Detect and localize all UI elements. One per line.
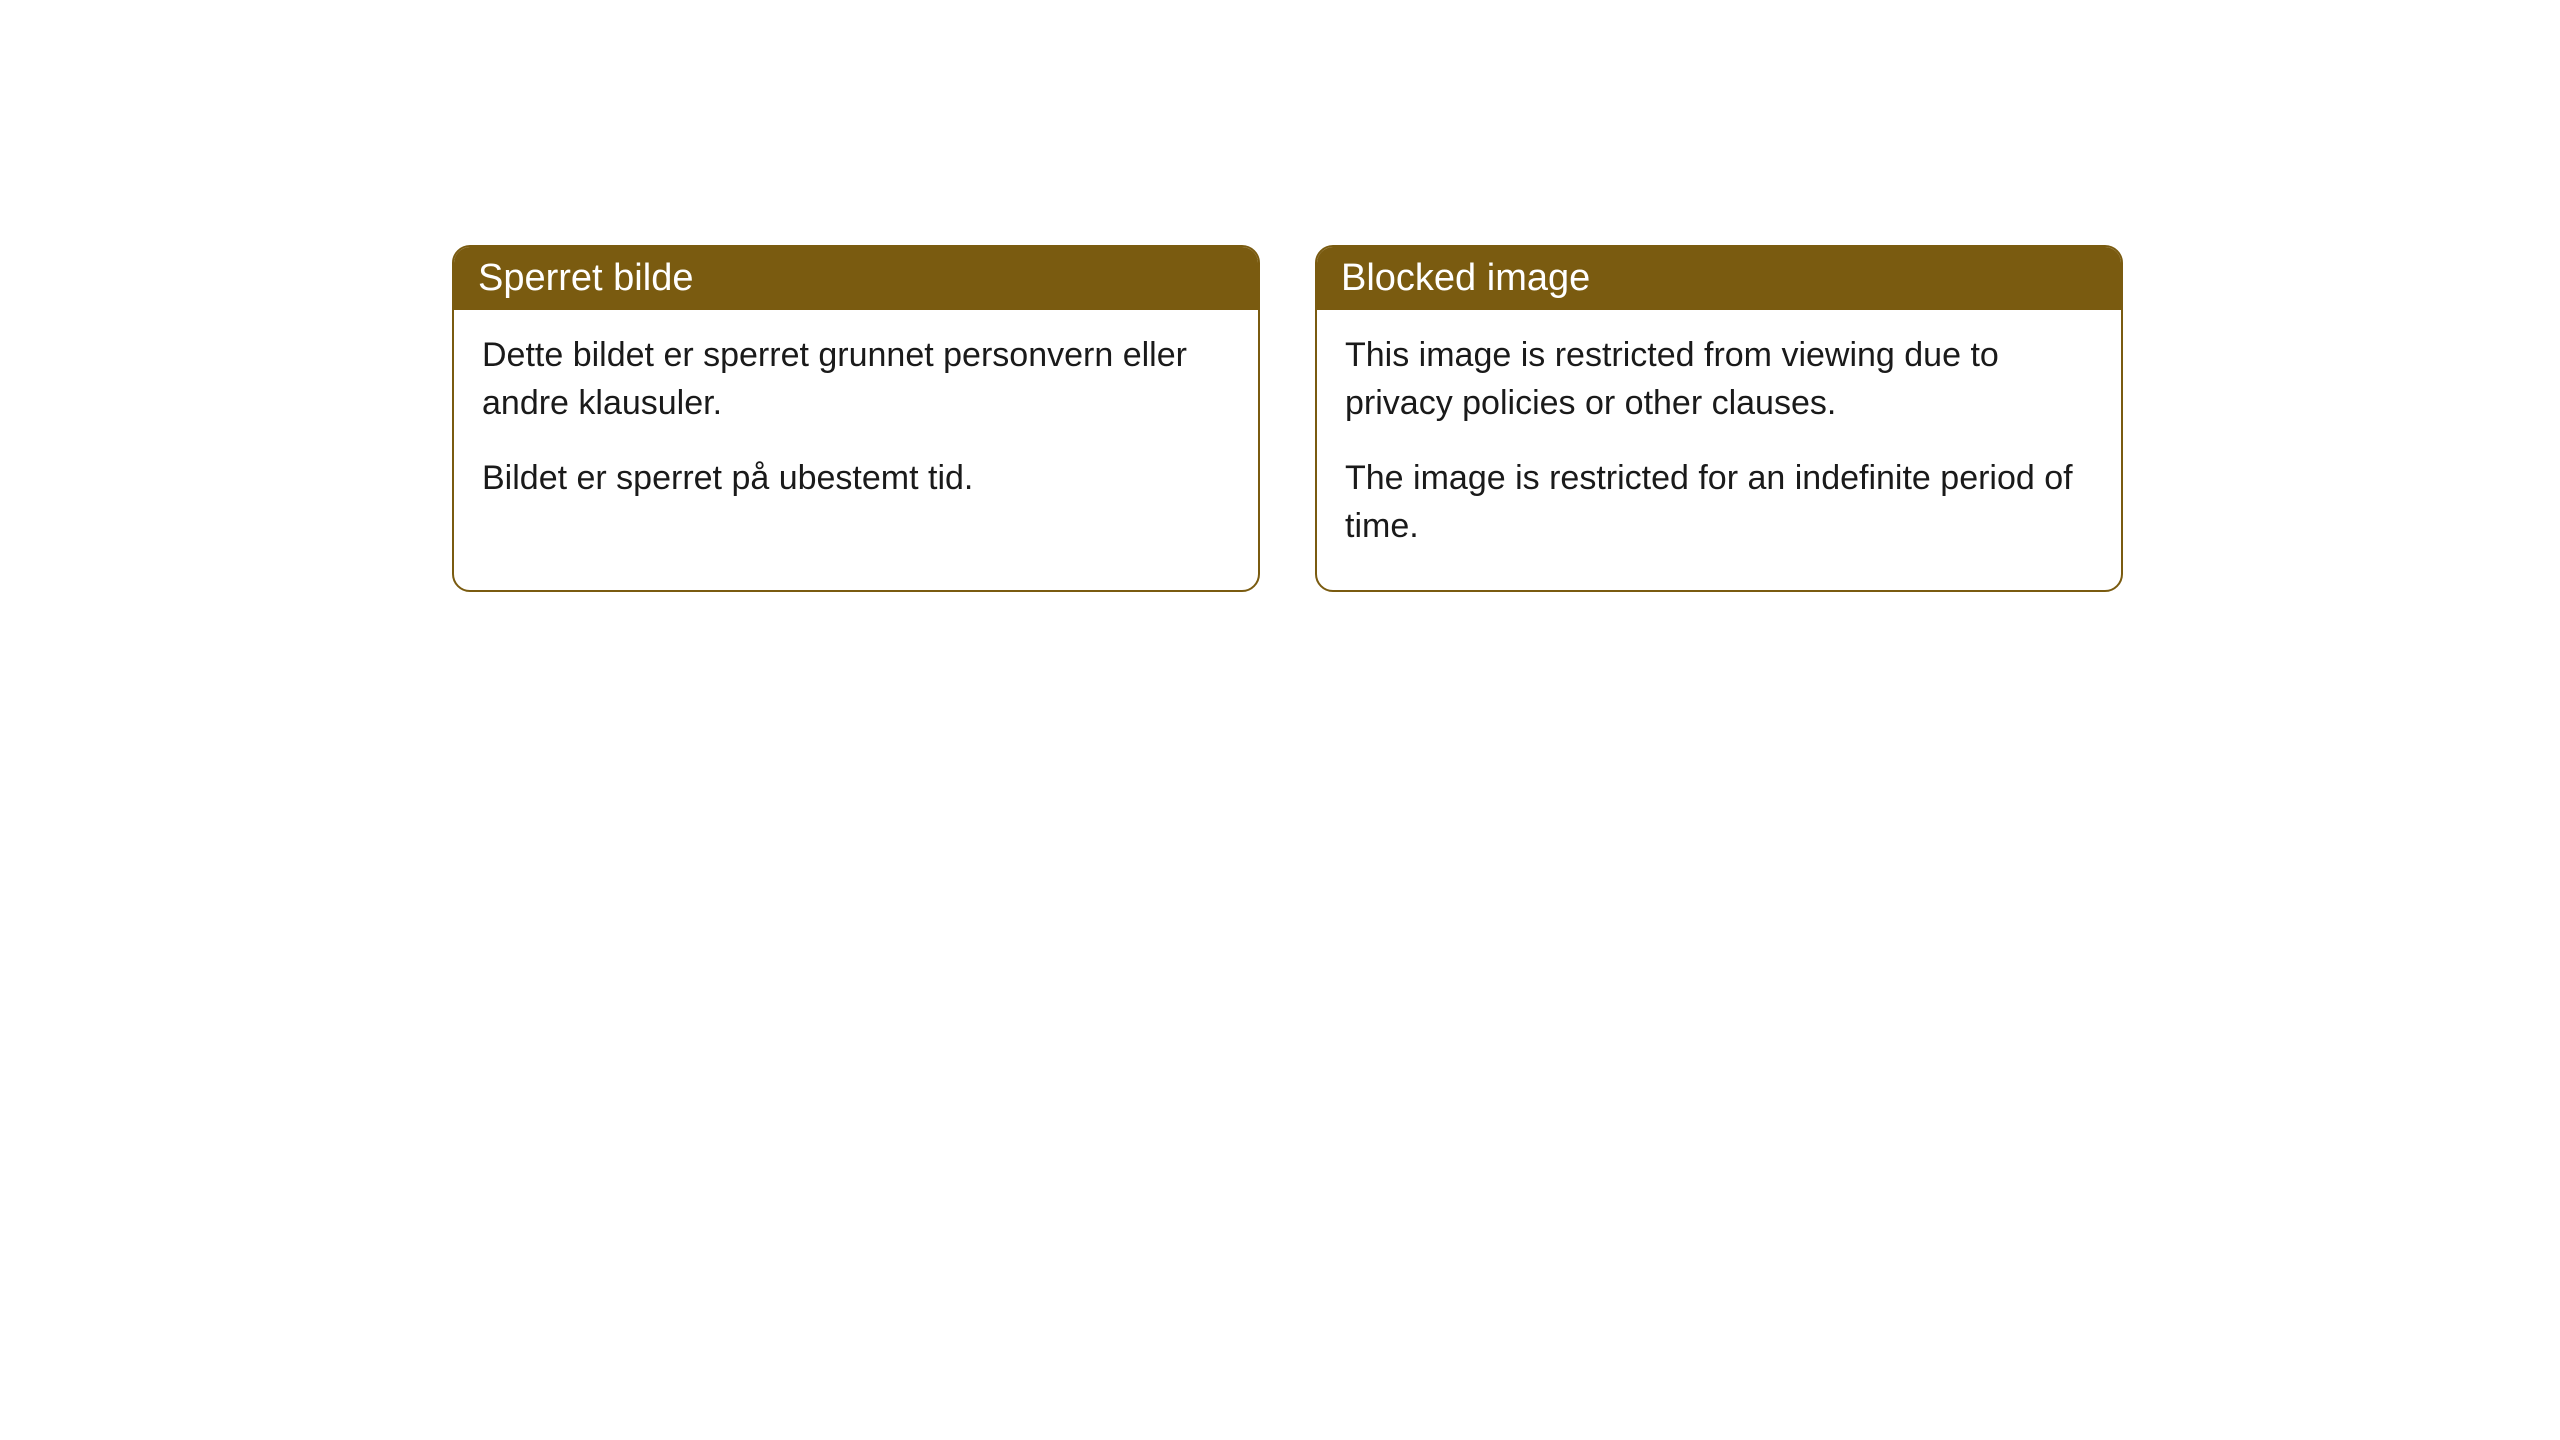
card-paragraph: Dette bildet er sperret grunnet personve… <box>482 332 1230 427</box>
card-header: Blocked image <box>1317 247 2121 310</box>
blocked-image-card-english: Blocked image This image is restricted f… <box>1315 245 2123 592</box>
card-title: Blocked image <box>1341 257 1590 299</box>
card-body: Dette bildet er sperret grunnet personve… <box>454 310 1258 543</box>
card-paragraph: This image is restricted from viewing du… <box>1345 332 2093 427</box>
blocked-image-card-norwegian: Sperret bilde Dette bildet er sperret gr… <box>452 245 1260 592</box>
card-paragraph: The image is restricted for an indefinit… <box>1345 455 2093 550</box>
card-body: This image is restricted from viewing du… <box>1317 310 2121 590</box>
card-header: Sperret bilde <box>454 247 1258 310</box>
card-paragraph: Bildet er sperret på ubestemt tid. <box>482 455 1230 503</box>
card-title: Sperret bilde <box>478 257 693 299</box>
notice-cards-container: Sperret bilde Dette bildet er sperret gr… <box>452 245 2123 592</box>
